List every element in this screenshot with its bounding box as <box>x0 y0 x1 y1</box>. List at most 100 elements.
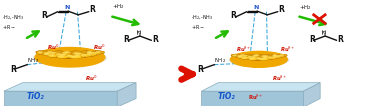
Circle shape <box>270 54 279 57</box>
Circle shape <box>44 53 48 54</box>
Circle shape <box>51 52 55 53</box>
Circle shape <box>72 52 83 55</box>
Circle shape <box>260 58 264 59</box>
Circle shape <box>235 54 244 56</box>
Circle shape <box>73 54 85 58</box>
Circle shape <box>43 53 54 56</box>
Circle shape <box>59 53 71 57</box>
Circle shape <box>55 51 64 53</box>
Circle shape <box>254 57 264 60</box>
Circle shape <box>279 54 287 56</box>
Circle shape <box>48 52 51 53</box>
Circle shape <box>86 51 97 54</box>
Circle shape <box>267 56 276 59</box>
Circle shape <box>35 47 105 67</box>
Circle shape <box>94 51 104 54</box>
Circle shape <box>84 53 96 56</box>
Text: +R$\sim$: +R$\sim$ <box>191 23 205 31</box>
Circle shape <box>45 53 49 54</box>
Circle shape <box>82 54 86 56</box>
Circle shape <box>261 55 270 58</box>
Text: NH$_2$: NH$_2$ <box>27 56 39 65</box>
Circle shape <box>57 54 61 55</box>
Circle shape <box>279 54 287 57</box>
Circle shape <box>250 58 253 59</box>
Circle shape <box>60 55 72 59</box>
Circle shape <box>268 54 276 56</box>
Text: Ru$^{\delta+}$: Ru$^{\delta+}$ <box>272 74 288 83</box>
Circle shape <box>92 52 96 54</box>
Text: +R$\sim$: +R$\sim$ <box>2 23 16 31</box>
Circle shape <box>231 51 287 67</box>
Circle shape <box>38 52 42 53</box>
Polygon shape <box>4 91 117 106</box>
Circle shape <box>265 56 268 57</box>
Circle shape <box>231 54 239 56</box>
Text: Ru$^{\delta+}$: Ru$^{\delta+}$ <box>280 45 295 54</box>
Circle shape <box>235 54 243 56</box>
Text: N: N <box>137 31 141 36</box>
Circle shape <box>64 55 76 58</box>
Circle shape <box>260 54 268 56</box>
Circle shape <box>72 51 82 54</box>
Text: -H$_2$,-NH$_3$: -H$_2$,-NH$_3$ <box>191 13 213 22</box>
Circle shape <box>259 54 267 56</box>
Circle shape <box>242 57 252 60</box>
Circle shape <box>241 55 244 56</box>
Text: N: N <box>322 31 326 36</box>
Text: Ru$^0$: Ru$^0$ <box>93 43 105 52</box>
Circle shape <box>251 55 259 57</box>
Text: R: R <box>152 35 158 44</box>
Circle shape <box>46 51 56 54</box>
Circle shape <box>94 51 105 54</box>
Circle shape <box>42 52 53 55</box>
Circle shape <box>261 57 271 60</box>
Circle shape <box>260 55 270 58</box>
Circle shape <box>255 57 265 60</box>
Circle shape <box>243 57 246 58</box>
Text: R: R <box>124 35 130 44</box>
Circle shape <box>252 57 255 58</box>
Polygon shape <box>201 91 304 106</box>
Circle shape <box>237 56 246 58</box>
Circle shape <box>72 55 84 58</box>
Circle shape <box>40 51 50 54</box>
Text: TiO₂: TiO₂ <box>26 92 44 101</box>
Circle shape <box>236 55 245 58</box>
Circle shape <box>37 51 47 54</box>
Circle shape <box>80 51 90 54</box>
Circle shape <box>271 56 280 59</box>
Circle shape <box>262 56 265 57</box>
Circle shape <box>61 54 65 55</box>
Circle shape <box>261 56 271 58</box>
Circle shape <box>93 51 102 53</box>
Circle shape <box>88 52 92 53</box>
Circle shape <box>278 54 285 56</box>
Circle shape <box>42 52 53 55</box>
Circle shape <box>263 55 272 58</box>
Text: Ru$^{\delta+}$: Ru$^{\delta+}$ <box>236 45 252 54</box>
Circle shape <box>45 51 55 54</box>
Text: R: R <box>11 65 17 74</box>
Text: R: R <box>198 65 204 74</box>
Circle shape <box>240 57 250 59</box>
Circle shape <box>274 55 277 56</box>
Circle shape <box>232 55 240 57</box>
Circle shape <box>81 51 91 54</box>
Ellipse shape <box>229 54 289 66</box>
Circle shape <box>244 55 247 56</box>
Circle shape <box>36 51 45 54</box>
Text: +H$_2$: +H$_2$ <box>299 3 311 12</box>
Circle shape <box>60 54 72 57</box>
Circle shape <box>77 54 90 57</box>
Circle shape <box>272 55 281 57</box>
Circle shape <box>84 51 94 54</box>
Circle shape <box>70 51 80 54</box>
Text: H: H <box>136 30 140 35</box>
Circle shape <box>251 56 261 59</box>
Circle shape <box>238 56 247 59</box>
Circle shape <box>36 51 46 53</box>
Circle shape <box>253 55 257 56</box>
Text: R: R <box>337 35 343 44</box>
Text: H: H <box>321 30 325 35</box>
